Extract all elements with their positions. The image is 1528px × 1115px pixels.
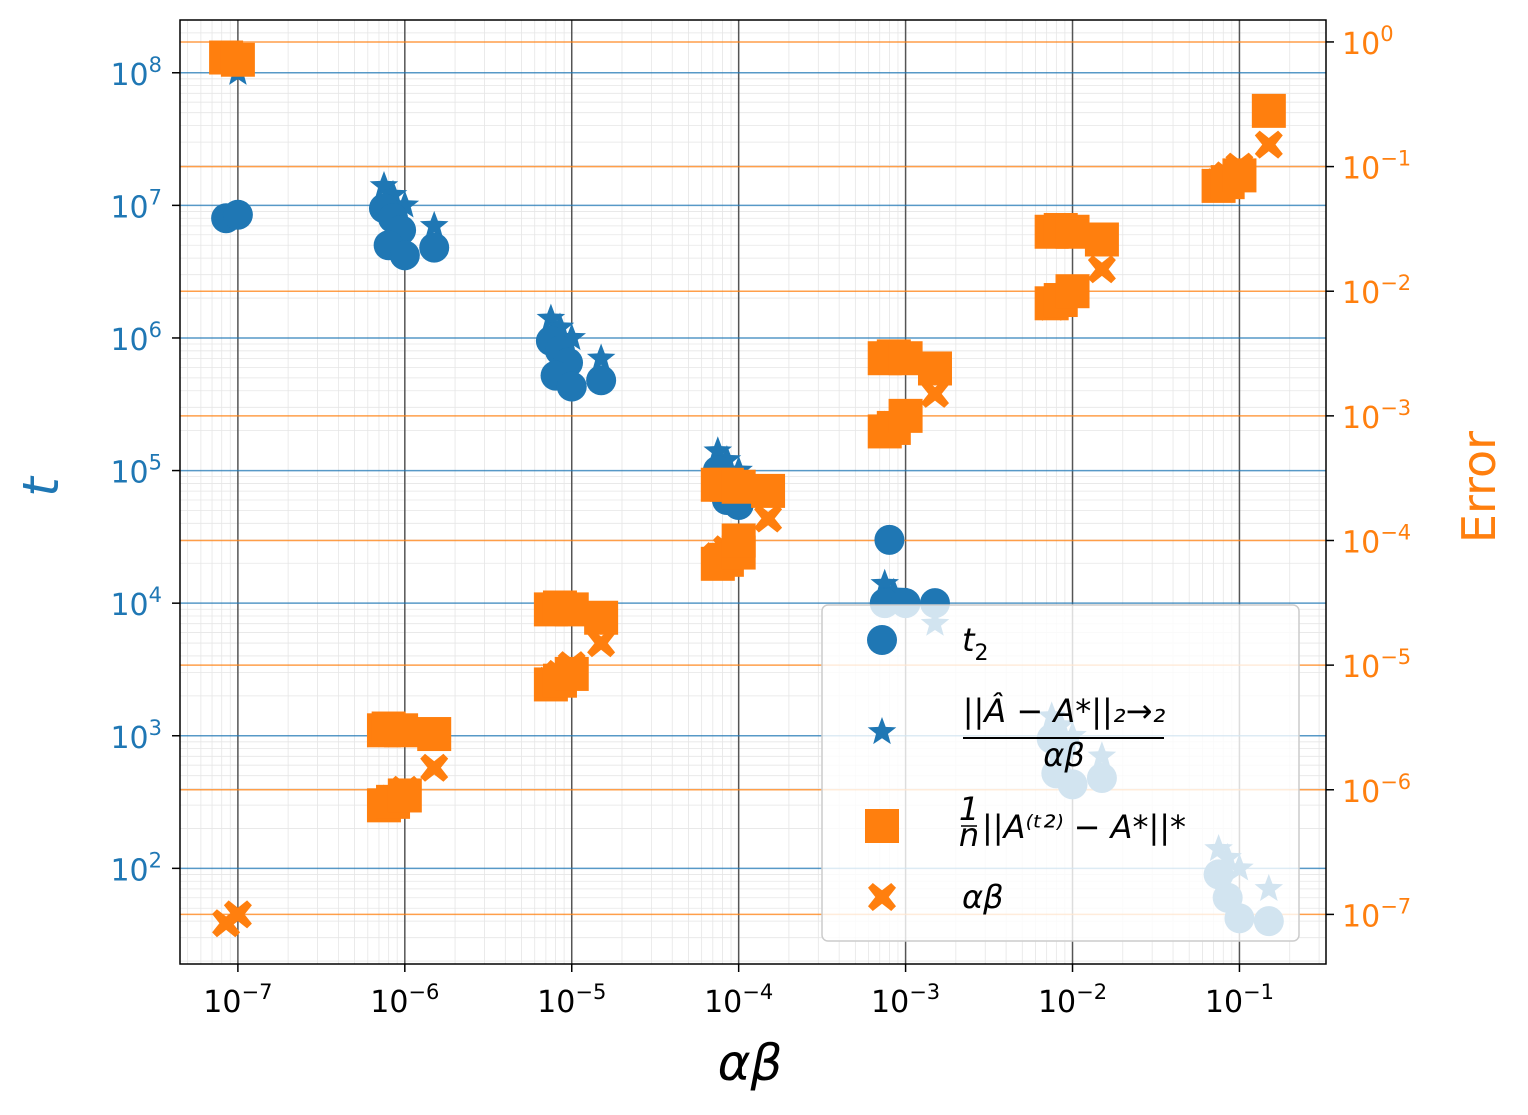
x-tick-label: 10−6 <box>370 980 439 1020</box>
point-square <box>220 42 255 77</box>
legend-box <box>821 604 1300 942</box>
y-tick-label: 104 <box>110 583 162 623</box>
x-tick-label: 10−2 <box>1038 980 1107 1020</box>
point-star <box>870 568 899 596</box>
point-square <box>387 778 422 813</box>
point-x <box>587 629 616 658</box>
point-circle <box>556 371 587 402</box>
point-square <box>1251 93 1286 128</box>
legend-marker-x <box>868 883 896 911</box>
legend-marker-circle <box>867 625 897 655</box>
point-square <box>721 469 756 504</box>
point-star <box>536 303 566 331</box>
point-star <box>369 171 399 199</box>
point-x <box>1254 130 1283 159</box>
y-tick-label: 102 <box>110 848 162 888</box>
x-tick-label: 10−1 <box>1205 980 1274 1020</box>
point-star <box>557 323 586 351</box>
y2-tick-label: 10−3 <box>1342 396 1411 436</box>
point-x <box>1087 255 1116 284</box>
point-x <box>420 753 449 782</box>
point-x <box>921 379 949 408</box>
point-square <box>888 341 923 376</box>
point-x <box>223 900 252 929</box>
legend-frac-one: 1 <box>959 790 979 828</box>
point-circle <box>222 199 253 230</box>
x-tick-label: 10−5 <box>537 980 606 1020</box>
point-square <box>384 713 419 748</box>
point-square <box>1055 274 1090 309</box>
x-tick-label: 10−4 <box>704 980 773 1020</box>
point-square <box>554 656 589 691</box>
point-star <box>703 436 733 464</box>
legend-label-norm-numerator: ||Â − A*||₂→₂ <box>963 692 1166 730</box>
point-star <box>378 179 408 207</box>
point-square <box>917 351 952 386</box>
plot-frame <box>179 19 1327 965</box>
legend-marker-square <box>865 809 899 843</box>
point-square <box>584 600 619 635</box>
x-tick-label: 10−7 <box>203 980 272 1020</box>
point-circle <box>419 232 450 263</box>
x-tick-label: 10−3 <box>871 980 940 1020</box>
y-tick-label: 107 <box>110 185 162 225</box>
point-circle <box>389 240 420 271</box>
point-square <box>554 592 589 627</box>
legend-label-alphabeta: αβ <box>962 878 1004 916</box>
point-square <box>1222 158 1257 193</box>
point-square <box>721 523 756 558</box>
legend-label-norm-denominator: αβ <box>1043 736 1085 774</box>
legend: t2 ||Â − A*||₂→₂ αβ 1n ||A⁽ᵗ²⁾ − A*||* αβ <box>821 604 1300 942</box>
y2-tick-label: 10−7 <box>1342 894 1411 934</box>
point-x <box>754 504 783 533</box>
y2-axis-title: Error <box>1452 431 1506 543</box>
legend-frac-n: n <box>959 816 979 854</box>
point-square <box>888 398 923 433</box>
point-star <box>545 312 575 340</box>
y-tick-label: 103 <box>110 716 162 756</box>
grid <box>180 20 1326 964</box>
y2-tick-label: 100 <box>1342 22 1394 62</box>
y-axis-title: t <box>12 475 70 497</box>
y2-tick-label: 10−5 <box>1342 645 1411 685</box>
legend-label-t2: t2 <box>962 621 989 666</box>
point-star <box>586 343 616 371</box>
y-tick-label: 106 <box>110 318 162 358</box>
point-circle <box>586 365 617 396</box>
point-star <box>419 210 449 238</box>
legend-label-nuclear: ||A⁽ᵗ²⁾ − A*||* <box>982 808 1186 846</box>
point-square <box>1084 222 1119 257</box>
point-circle <box>874 524 905 555</box>
y2-tick-label: 10−4 <box>1342 520 1411 560</box>
point-square <box>751 473 786 508</box>
data-marks <box>209 40 1286 938</box>
y2-tick-label: 10−6 <box>1342 770 1411 810</box>
point-star <box>390 190 420 218</box>
y2-tick-label: 10−2 <box>1342 271 1411 311</box>
legend-marker-star <box>867 717 897 745</box>
axis-ticks: 10−7 10−6 10−5 10−4 10−3 10−2 10−1 102 103 104 105… <box>110 22 1411 1020</box>
x-axis-title: αβ <box>718 1034 783 1092</box>
y2-tick-label: 10−1 <box>1342 147 1411 187</box>
y-tick-label: 108 <box>110 53 162 93</box>
point-square <box>417 717 452 752</box>
point-square <box>1055 214 1090 249</box>
y-tick-label: 105 <box>110 451 162 491</box>
